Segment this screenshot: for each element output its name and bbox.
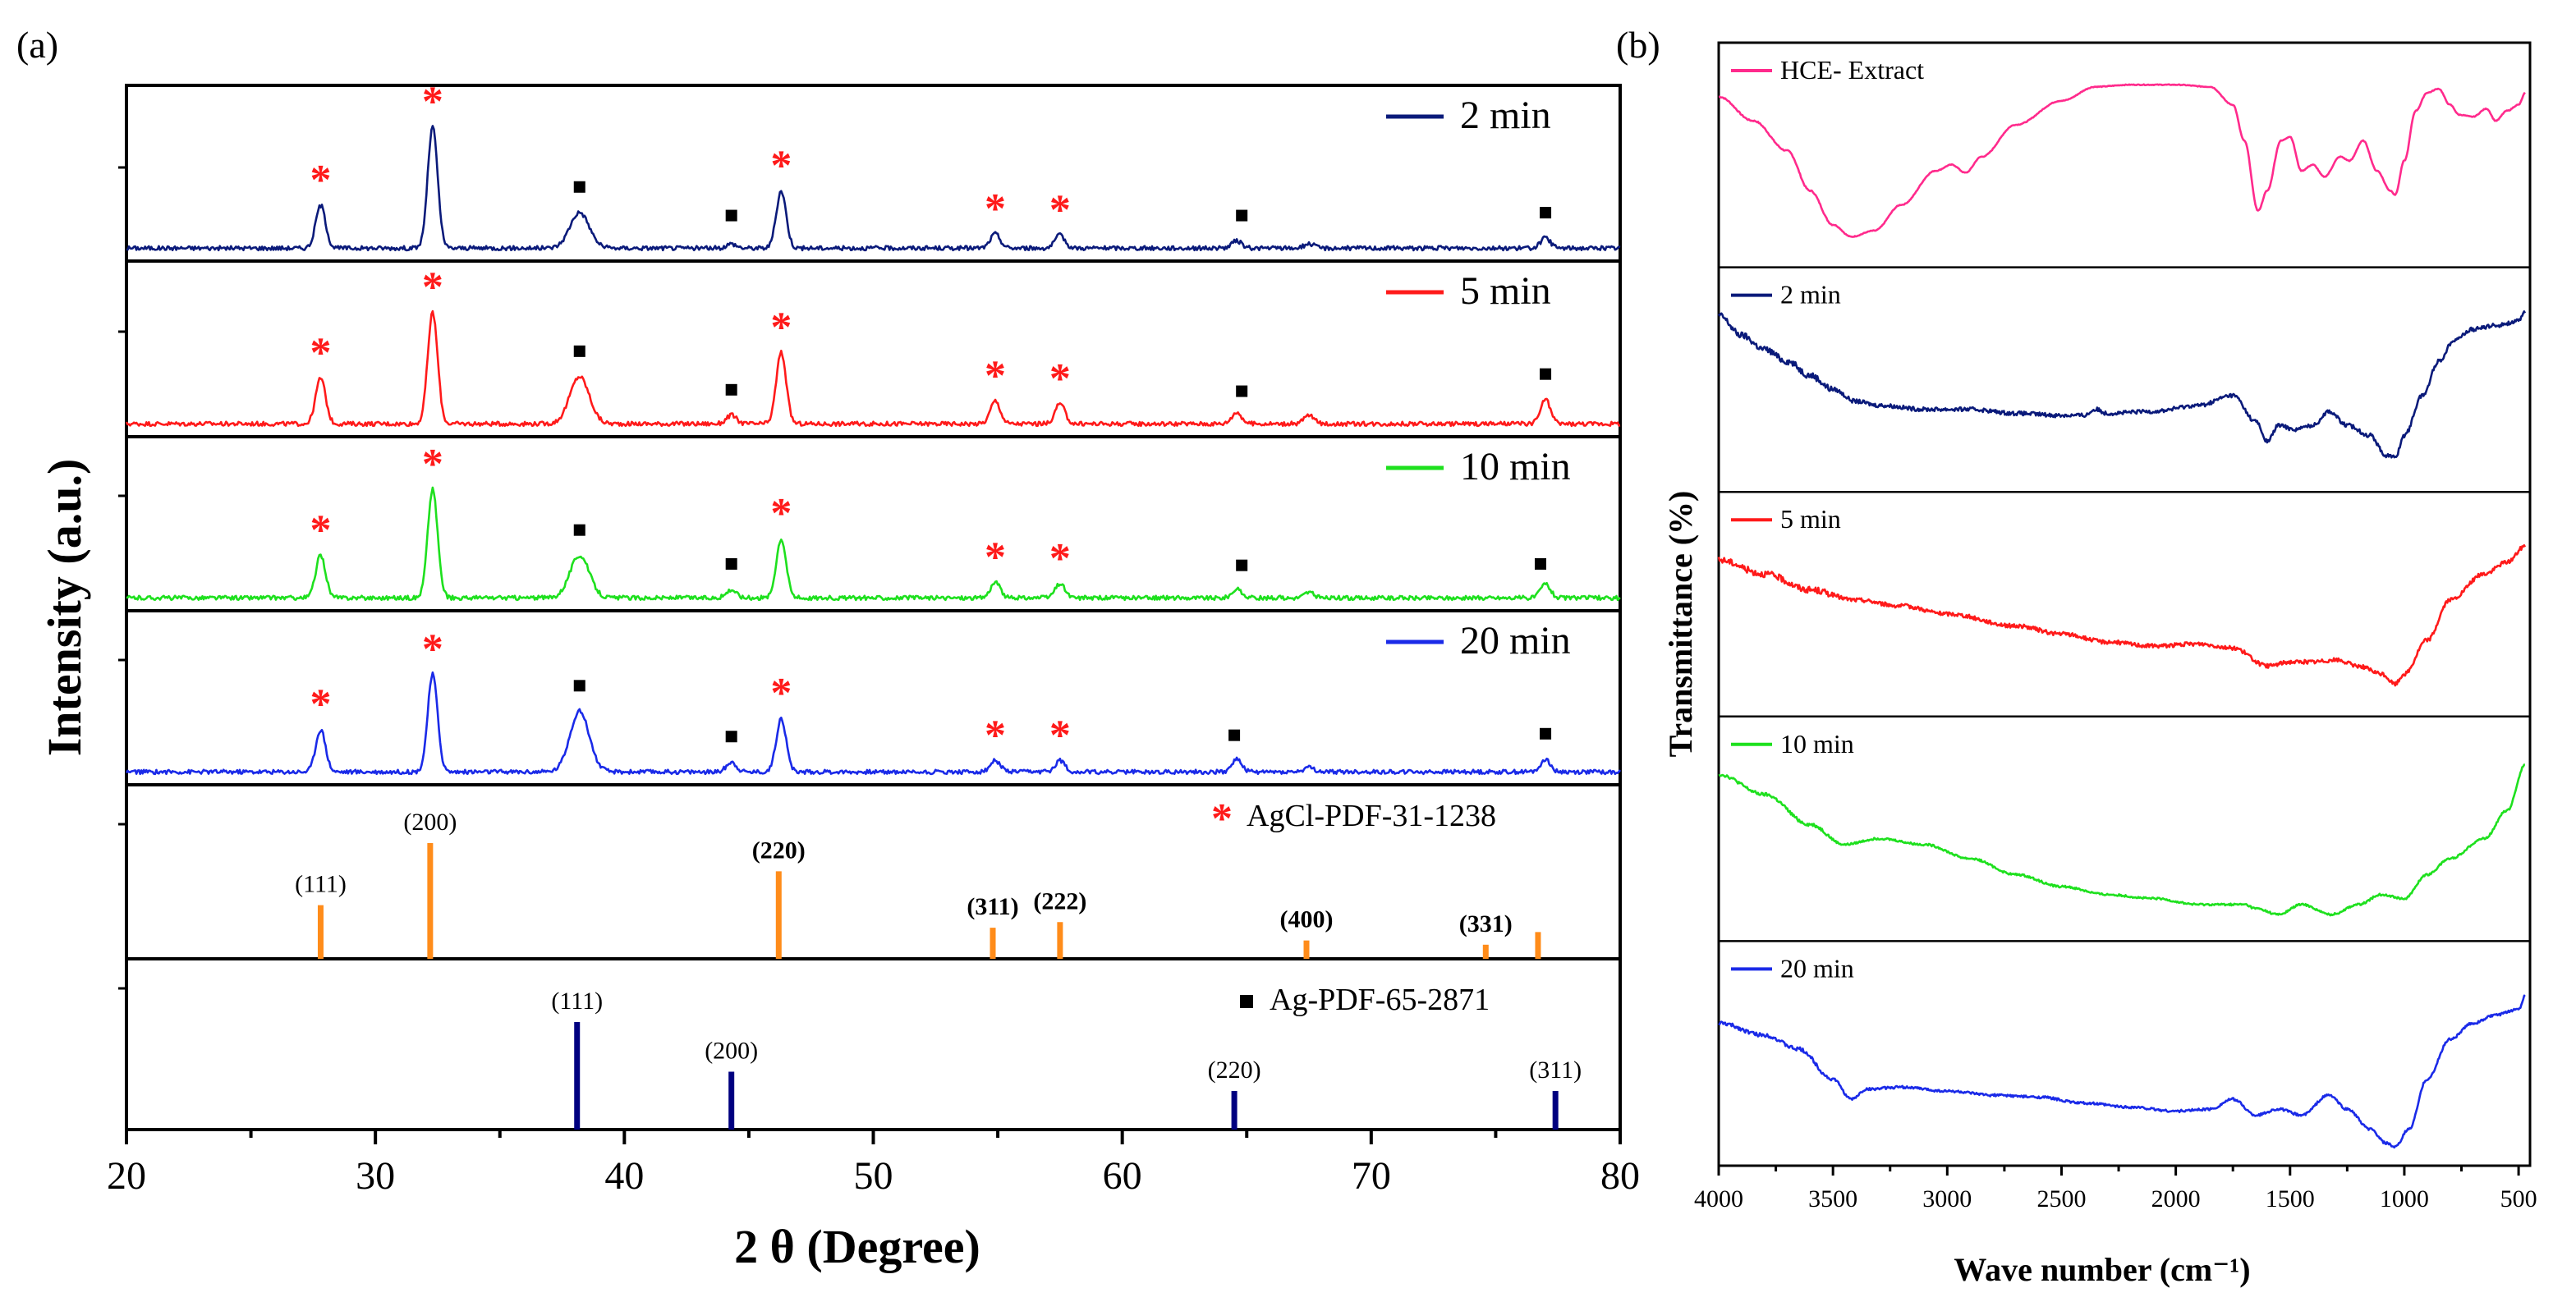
xrd-chart: 20 30 40 50 60 70 80 2 min * * * * * 5 min * * * * * 10 min… [107,78,1640,1198]
ag-peak-marker [1540,727,1552,740]
ag-peak-marker [725,209,737,222]
ftir-x-tick-label: 3000 [1922,1185,1972,1212]
xrd-x-tick-label: 70 [1352,1154,1391,1198]
xrd-legend-label: 10 min [1460,445,1571,488]
ftir-x-tick-label: 3500 [1808,1185,1857,1212]
xrd-series-line-2-min [126,125,1621,252]
agcl-peak-marker: * [310,330,331,377]
ftir-x-tick-label: 1000 [2380,1185,2429,1212]
ag-legend-label: Ag-PDF-65-2871 [1270,983,1490,1017]
ag-peak-marker [573,181,585,193]
ag-miller-index-label: (111) [551,988,603,1015]
agcl-miller-index-label: (111) [295,871,347,898]
agcl-peak-marker: * [985,352,1006,399]
agcl-miller-index-label: (331) [1459,910,1513,937]
ftir-x-tick-label: 500 [2500,1185,2537,1212]
agcl-peak-marker: * [422,264,443,311]
ag-peak-marker [1236,559,1248,571]
agcl-legend-symbol: * [1211,795,1233,842]
ag-peak-marker [1540,207,1552,219]
agcl-peak-marker: * [985,713,1006,759]
ftir-series-line-2-min [1717,310,2527,459]
ag-peak-marker [725,383,737,396]
agcl-peak-marker: * [1049,187,1071,234]
panel-label-b: (b) [1616,24,1660,66]
agcl-peak-marker: * [1049,355,1071,402]
agcl-peak-marker: * [310,681,331,728]
ftir-plot-frame [1717,41,2532,1167]
agcl-miller-index-label: (200) [403,809,457,836]
xrd-series-line-5-min [125,309,1621,428]
xrd-x-tick-label: 40 [604,1154,644,1198]
agcl-peak-marker: * [770,304,792,351]
agcl-peak-marker: * [1049,713,1071,759]
ag-miller-index-label: (200) [705,1037,758,1064]
ftir-legend-label: 10 min [1780,729,1854,759]
ftir-series-line-5-min [1717,543,2527,687]
xrd-x-tick-label: 50 [854,1154,893,1198]
ag-miller-index-label: (220) [1208,1057,1261,1084]
agcl-peak-marker: * [985,534,1006,580]
agcl-peak-marker: * [1049,535,1071,582]
xrd-legend-label: 20 min [1460,619,1571,662]
ag-peak-marker [725,557,737,570]
ftir-x-tick-label: 4000 [1694,1185,1743,1212]
agcl-peak-marker: * [422,626,443,673]
agcl-peak-marker: * [770,143,792,190]
xrd-plot-frame [125,84,1622,1131]
agcl-miller-index-label: (222) [1033,887,1086,914]
ag-peak-marker [1228,729,1241,741]
ftir-x-tick-label: 2000 [2151,1185,2201,1212]
ag-peak-marker [1236,385,1248,397]
ftir-x-tick-label: 1500 [2266,1185,2315,1212]
agcl-peak-marker: * [770,670,792,717]
ftir-y-axis-title: Transmittance (%) [1662,491,1699,758]
ftir-series-line-10-min [1718,763,2526,917]
agcl-miller-index-label: (400) [1280,906,1334,933]
agcl-peak-marker: * [422,78,443,125]
ag-peak-marker [1534,557,1546,570]
xrd-series-line-20-min [125,671,1622,776]
ag-peak-marker [1236,209,1248,222]
ftir-chart: 4000 3500 3000 2500 2000 1500 1000 500 HCE- Extr… [1694,41,2537,1212]
ftir-series-line-20-min [1718,994,2526,1149]
agcl-peak-marker: * [985,186,1006,232]
agcl-peak-marker: * [310,157,331,204]
ag-legend-symbol [1240,995,1253,1008]
ag-miller-index-label: (311) [1529,1057,1582,1084]
xrd-x-axis-title: 2 θ (Degree) [734,1220,980,1273]
ftir-series-line-HCE--Extract [1718,83,2526,238]
xrd-legend-label: 2 min [1460,94,1551,137]
agcl-peak-marker: * [770,490,792,537]
panel-label-a: (a) [16,24,58,66]
agcl-miller-index-label: (220) [752,837,806,864]
xrd-x-tick-label: 60 [1103,1154,1142,1198]
ftir-legend-label: 2 min [1780,280,1841,309]
ag-peak-marker [725,731,737,743]
xrd-legend-label: 5 min [1460,269,1551,313]
ag-peak-marker [573,345,585,357]
xrd-x-tick-label: 30 [356,1154,395,1198]
ftir-legend-label: 20 min [1780,953,1854,983]
xrd-x-tick-label: 80 [1600,1154,1640,1198]
agcl-peak-marker: * [422,441,443,488]
ftir-x-tick-label: 2500 [2036,1185,2086,1212]
agcl-peak-marker: * [310,507,331,554]
ftir-x-axis-title: Wave number (cm⁻¹) [1954,1251,2250,1288]
agcl-miller-index-label: (311) [967,893,1018,920]
ag-peak-marker [573,680,585,692]
xrd-x-tick-label: 20 [107,1154,146,1198]
ftir-legend-label: 5 min [1780,504,1841,534]
ftir-legend-label: HCE- Extract [1780,55,1924,85]
xrd-y-axis-title: Intensity (a.u.) [38,459,91,757]
ag-peak-marker [1540,368,1552,380]
xrd-series-line-10-min [126,486,1621,602]
ag-peak-marker [573,524,585,536]
agcl-legend-label: AgCl-PDF-31-1238 [1247,799,1496,833]
